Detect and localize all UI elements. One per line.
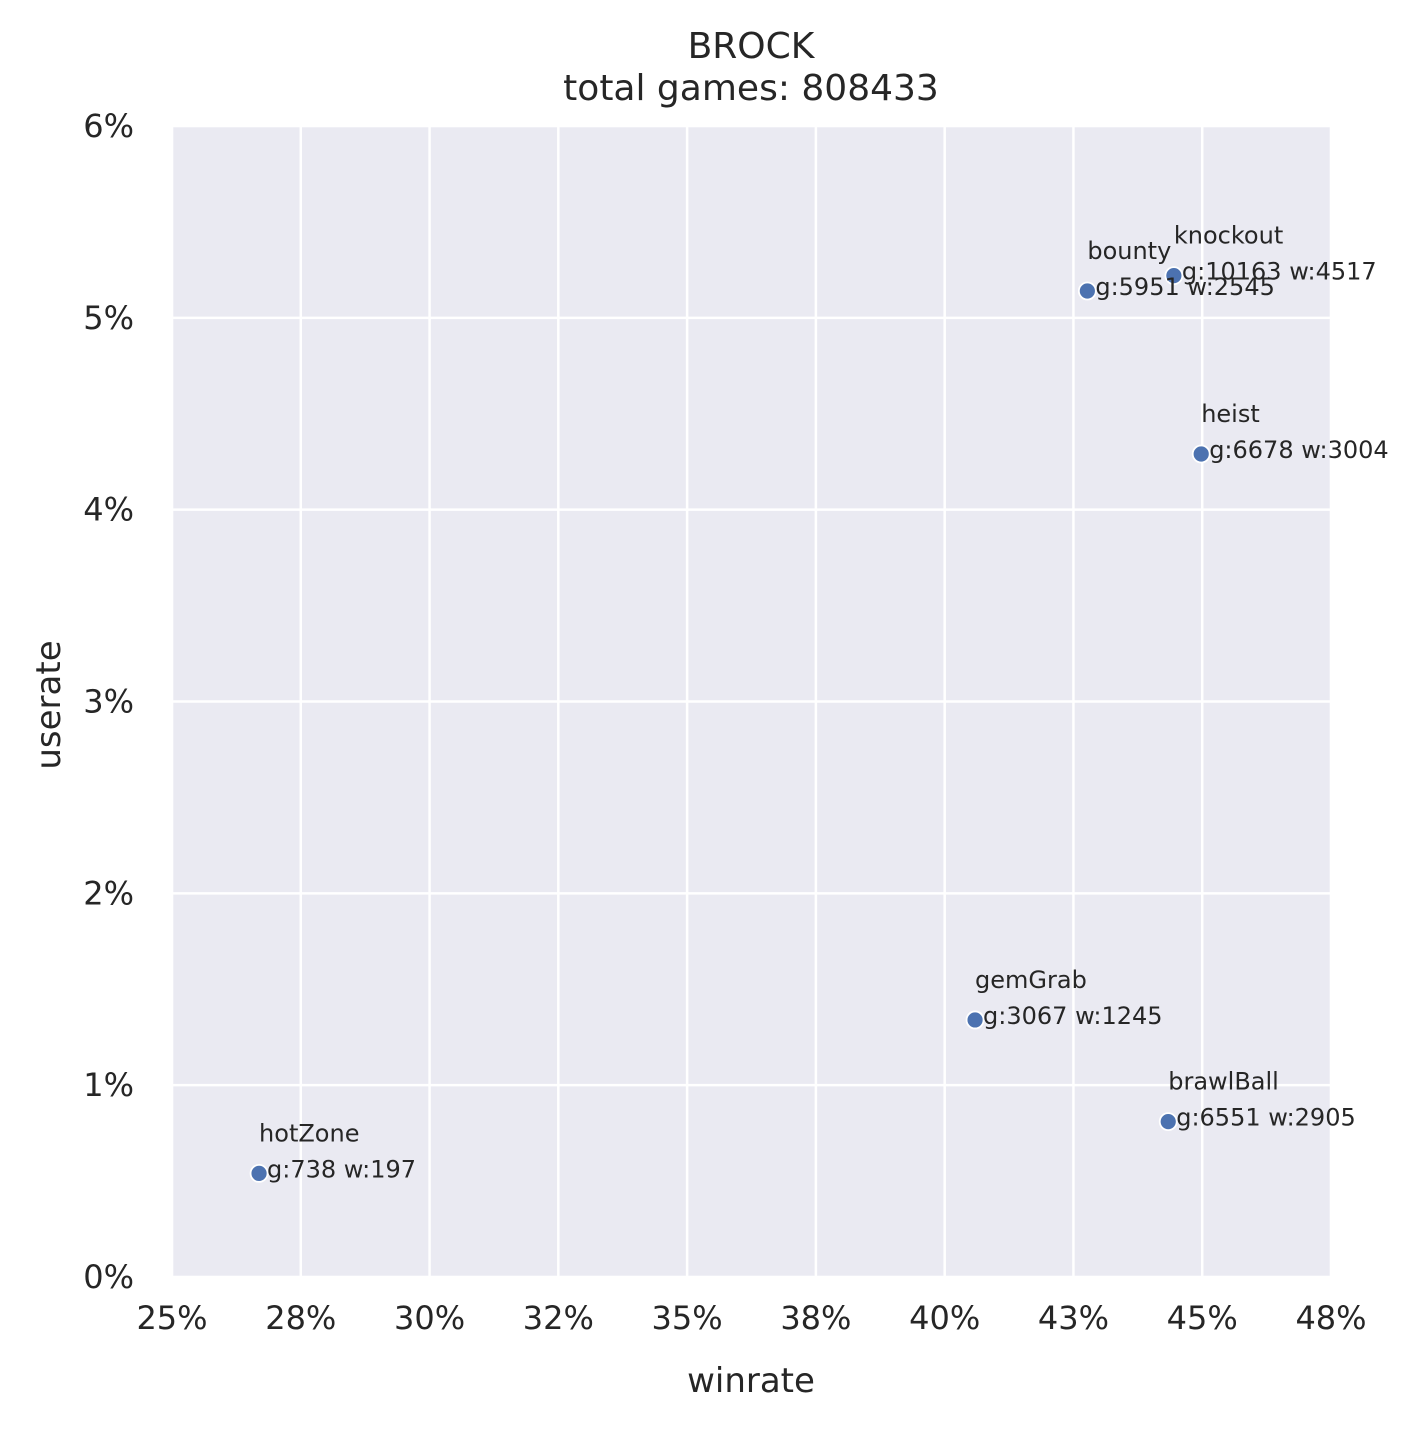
data-point-group: heist g:6678 w:3004 (1191, 400, 1389, 464)
y-tick-label: 6% (83, 107, 134, 145)
x-tick-label: 43% (1038, 1299, 1109, 1337)
point-name-label: hotZone (259, 1119, 359, 1147)
data-point-group: knockout g:10163 w:4517 (1164, 222, 1377, 286)
data-point (1164, 266, 1184, 286)
data-point-group: gemGrab g:3067 w:1245 (965, 966, 1163, 1030)
point-name-label: knockout (1174, 222, 1283, 250)
y-tick-label: 5% (83, 299, 134, 337)
x-axis-label: winrate (687, 1361, 815, 1401)
point-info-label: g:3067 w:1245 (983, 1002, 1163, 1030)
data-point-group: bounty g:5951 w:2545 (1077, 237, 1275, 301)
point-name-label: brawlBall (1168, 1068, 1279, 1096)
y-tick-label: 4% (83, 491, 134, 529)
data-point-group: brawlBall g:6551 w:2905 (1158, 1068, 1356, 1132)
x-tick-label: 28% (265, 1299, 336, 1337)
x-tick-label: 45% (1167, 1299, 1238, 1337)
x-tick-label: 40% (909, 1299, 980, 1337)
y-axis-label: userate (29, 640, 69, 769)
y-tick-label: 0% (83, 1258, 134, 1296)
data-point (1158, 1112, 1178, 1132)
point-name-label: heist (1201, 400, 1260, 428)
point-info-label: g:6551 w:2905 (1176, 1104, 1356, 1132)
x-axis-ticks: 25% 28% 30% 32% 35% 38% 40% 43% 45% 48% (136, 1299, 1366, 1337)
point-info-label: g:10163 w:4517 (1182, 258, 1377, 286)
point-info-label: g:738 w:197 (267, 1155, 416, 1183)
x-tick-label: 32% (523, 1299, 594, 1337)
point-name-label: bounty (1087, 237, 1171, 265)
grid (170, 124, 1333, 1279)
chart-title: BROCK (688, 26, 816, 67)
point-info-label: g:5951 w:2545 (1095, 273, 1275, 301)
x-tick-label: 25% (136, 1299, 207, 1337)
point-name-label: gemGrab (975, 966, 1087, 994)
y-tick-label: 3% (83, 683, 134, 721)
data-point (1077, 281, 1097, 301)
x-tick-label: 35% (652, 1299, 723, 1337)
data-point (965, 1010, 985, 1030)
y-tick-label: 2% (83, 874, 134, 912)
data-point (249, 1164, 269, 1183)
y-axis-ticks: 0% 1% 2% 3% 4% 5% 6% (83, 107, 134, 1296)
data-point (1191, 444, 1211, 464)
data-point-group: hotZone g:738 w:197 (249, 1119, 416, 1183)
point-info-label: g:6678 w:3004 (1209, 436, 1389, 464)
data-points: knockout g:10163 w:4517 bounty g:5951 w:254… (249, 222, 1389, 1183)
y-tick-label: 1% (83, 1066, 134, 1104)
x-tick-label: 30% (394, 1299, 465, 1337)
x-tick-label: 38% (780, 1299, 851, 1337)
chart-subtitle: total games: 808433 (563, 68, 939, 109)
x-tick-label: 48% (1295, 1299, 1366, 1337)
